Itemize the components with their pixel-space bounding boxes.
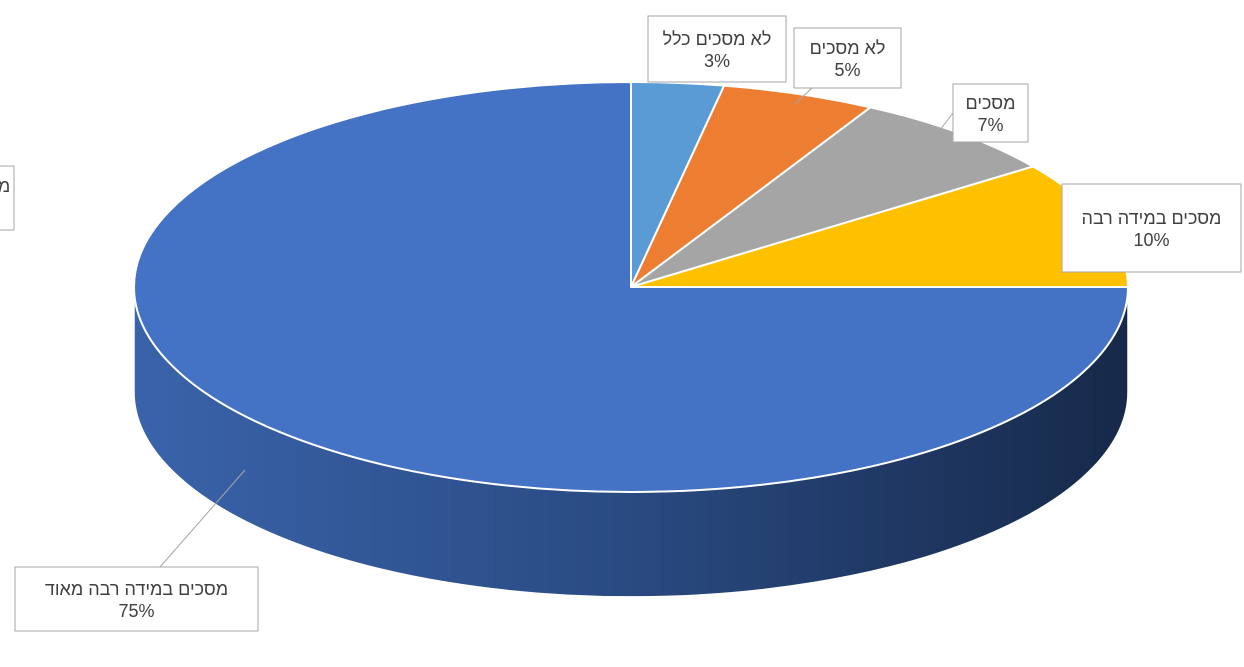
slice-value-label: 10% [1133,230,1169,250]
leader-line [794,87,813,105]
leader-line [159,469,246,568]
slice-value-label: 3% [704,51,730,71]
slice-category-label: לא מסכים כלל [663,29,772,49]
slice-category-label: לא מסכים [810,38,886,58]
slice-value-label: 5% [834,60,860,80]
slice-category-label: מסכים במידה רבה מאוד [45,579,228,599]
slice-category-label: מסכים במידה רבה [1082,208,1222,228]
data-label-box [1061,183,1242,273]
data-label-box [14,566,259,632]
pie-slice [133,81,1129,493]
slice-value-label: 75% [118,601,154,621]
slice-category-label: מסכים [966,93,1016,113]
offpage-label-fragment: מ [0,176,10,196]
pie-slice [630,84,872,288]
data-label-box [793,27,902,89]
data-label-box [952,83,1029,143]
leader-line [939,112,954,131]
slice-value-label: 7% [977,115,1003,135]
data-label-box [647,15,787,83]
offpage-label-box [0,165,15,231]
